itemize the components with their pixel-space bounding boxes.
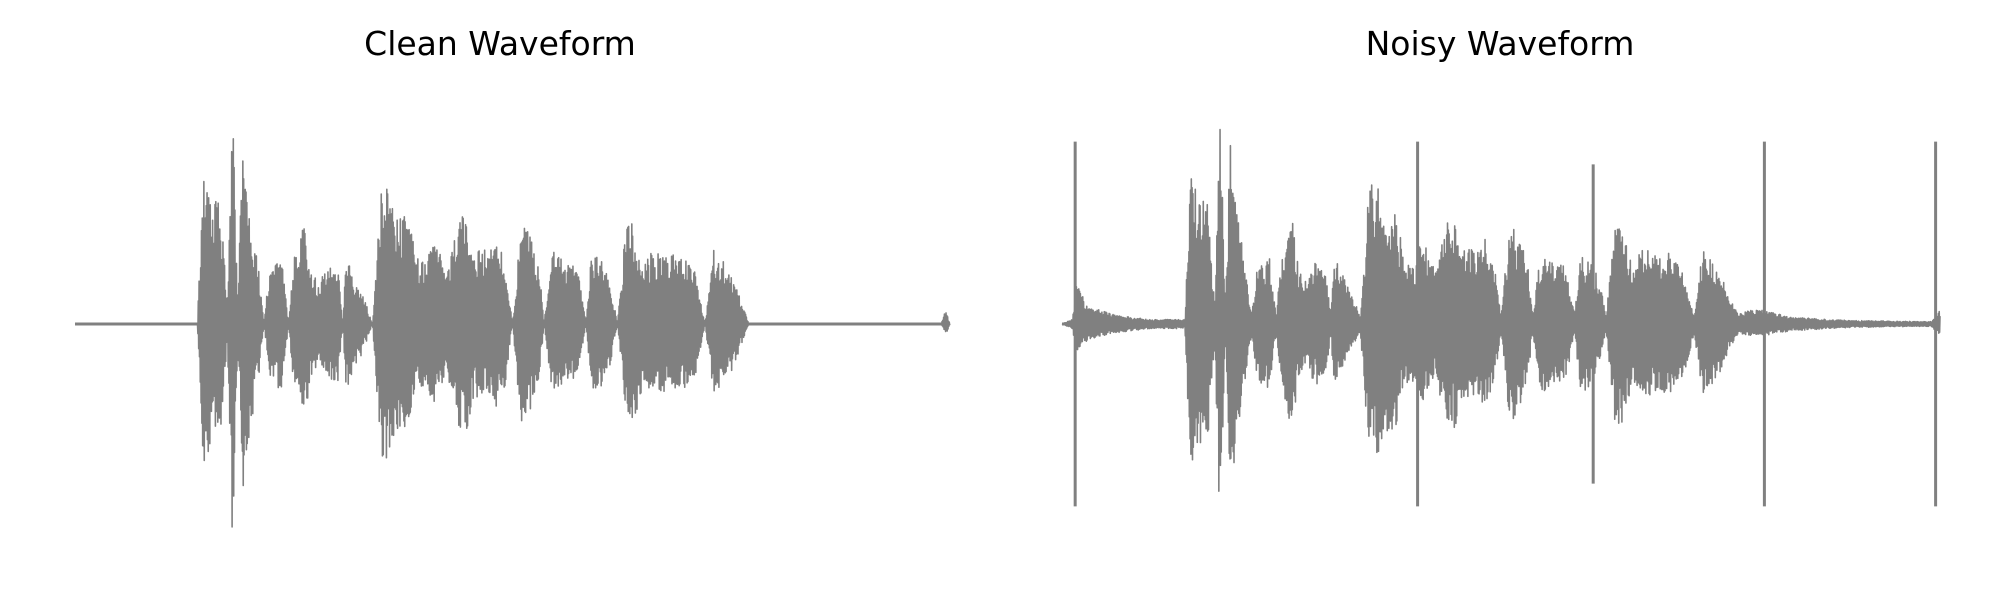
clean-waveform-title: Clean Waveform xyxy=(364,24,636,63)
clean-waveform-panel: Clean Waveform xyxy=(74,24,951,528)
clean-waveform-plot xyxy=(74,138,951,528)
waveform-line xyxy=(74,138,951,528)
noisy-waveform-panel: Noisy Waveform xyxy=(1000,0,2000,600)
noisy-waveform-plot xyxy=(1061,128,1941,507)
noisy-waveform-title: Noisy Waveform xyxy=(1365,24,1635,63)
waveform-line xyxy=(1061,128,1941,492)
